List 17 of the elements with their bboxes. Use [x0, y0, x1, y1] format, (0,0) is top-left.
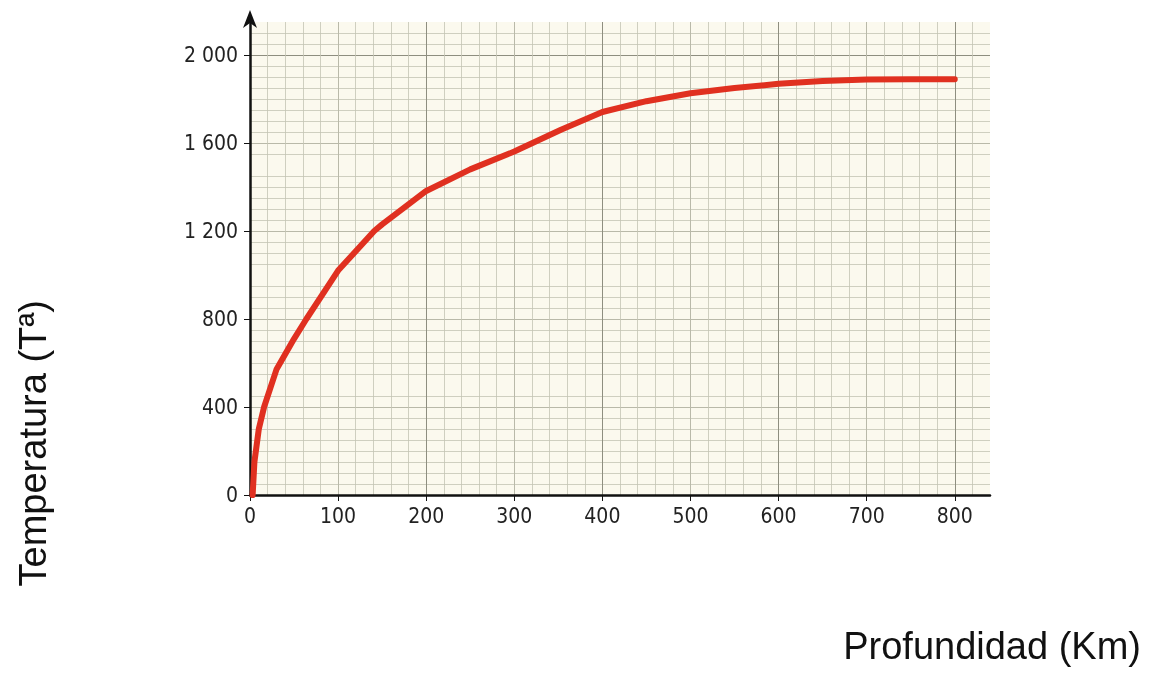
x-axis-title: Profundidad (Km)	[843, 625, 1142, 667]
y-tick-label: 1 600	[183, 131, 238, 155]
x-tick-label: 400	[584, 503, 621, 528]
x-tick-label: 300	[496, 503, 533, 528]
x-tick-label: 100	[320, 503, 357, 528]
x-tick-label: 200	[408, 503, 445, 528]
y-tick-label: 2 000	[183, 43, 238, 67]
y-axis-title: Temperatura (Tª)	[12, 300, 54, 587]
x-tick-label: 800	[936, 503, 973, 528]
x-tick-label: 0	[243, 503, 257, 528]
x-tick-label: 500	[672, 503, 709, 528]
y-tick-label: 400	[201, 395, 238, 419]
y-tick-label: 0	[225, 483, 238, 507]
x-tick-label: 700	[848, 503, 885, 528]
y-tick-label: 800	[201, 307, 238, 331]
x-tick-label: 600	[760, 503, 797, 528]
y-tick-label: 1 200	[183, 219, 238, 243]
